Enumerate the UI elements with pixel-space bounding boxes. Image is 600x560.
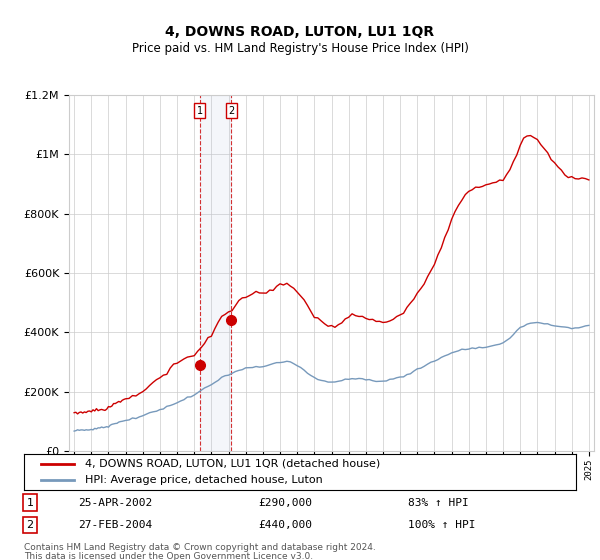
Text: Contains HM Land Registry data © Crown copyright and database right 2024.: Contains HM Land Registry data © Crown c… (24, 543, 376, 552)
Text: 2: 2 (228, 106, 235, 116)
Text: 1: 1 (26, 498, 34, 507)
Text: Price paid vs. HM Land Registry's House Price Index (HPI): Price paid vs. HM Land Registry's House … (131, 42, 469, 55)
Text: This data is licensed under the Open Government Licence v3.0.: This data is licensed under the Open Gov… (24, 552, 313, 560)
Text: HPI: Average price, detached house, Luton: HPI: Average price, detached house, Luto… (85, 475, 322, 485)
Text: 83% ↑ HPI: 83% ↑ HPI (408, 498, 469, 507)
Text: 2: 2 (26, 520, 34, 530)
Text: 25-APR-2002: 25-APR-2002 (78, 498, 152, 507)
Text: 1: 1 (197, 106, 203, 116)
Text: 100% ↑ HPI: 100% ↑ HPI (408, 520, 476, 530)
Bar (200, 95, 232, 451)
Text: £440,000: £440,000 (258, 520, 312, 530)
Text: 27-FEB-2004: 27-FEB-2004 (78, 520, 152, 530)
Text: £290,000: £290,000 (258, 498, 312, 507)
Text: 4, DOWNS ROAD, LUTON, LU1 1QR (detached house): 4, DOWNS ROAD, LUTON, LU1 1QR (detached … (85, 459, 380, 469)
Text: 4, DOWNS ROAD, LUTON, LU1 1QR: 4, DOWNS ROAD, LUTON, LU1 1QR (166, 25, 434, 39)
